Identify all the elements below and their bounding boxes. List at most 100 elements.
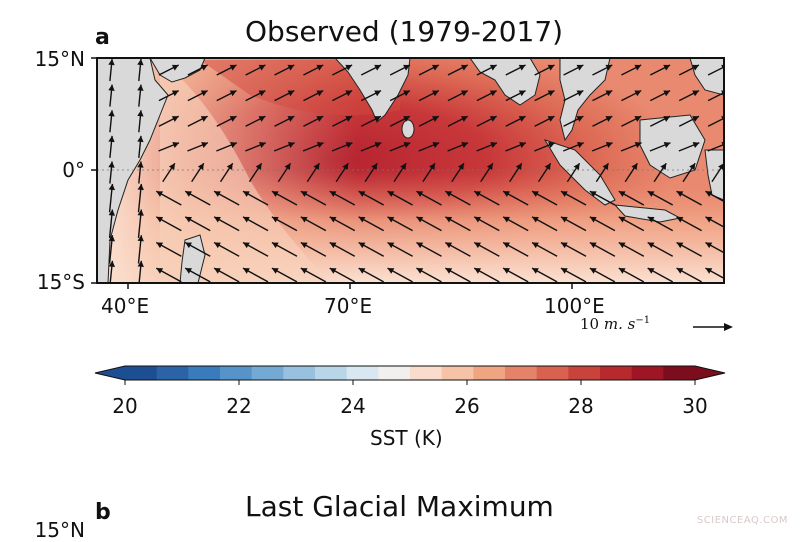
wind-vector-head xyxy=(560,268,568,274)
wind-vector-head xyxy=(503,191,510,197)
wind-vector-head xyxy=(300,216,308,223)
wind-vector-head xyxy=(284,163,291,171)
wind-vector-head xyxy=(374,90,382,97)
wind-vector-head xyxy=(358,268,366,274)
wind-vector-head xyxy=(255,163,262,171)
wind-vector-head xyxy=(573,163,580,171)
wind-vector-head xyxy=(229,90,237,97)
wind-vector-head xyxy=(605,116,613,122)
wind-vector-head xyxy=(342,163,349,171)
wind-vector-head xyxy=(108,110,115,117)
wind-vector-head xyxy=(400,163,407,171)
wind-vector-head xyxy=(618,268,626,274)
wind-vector-head xyxy=(358,216,366,223)
wind-vector-head xyxy=(634,142,642,148)
wind-vector-head xyxy=(519,142,526,148)
wind-vector-head xyxy=(486,163,493,171)
lon-label-100e: 100°E xyxy=(544,294,605,318)
panel-b-letter: b xyxy=(95,500,111,525)
wind-vector-head xyxy=(374,116,382,122)
wind-vector xyxy=(707,143,724,152)
wind-vector-head xyxy=(503,268,510,274)
wind-vector-head xyxy=(560,242,568,249)
wind-vector-head xyxy=(518,64,526,71)
wind-vector-head xyxy=(171,64,179,71)
wind-vector-head xyxy=(474,242,482,249)
wind-vector-head xyxy=(345,142,353,148)
colorbar-segment xyxy=(441,366,474,380)
panel-a-letter: a xyxy=(95,25,110,50)
wind-vector-head xyxy=(214,191,221,197)
wind-vector-head xyxy=(647,242,655,249)
wind-vector-head xyxy=(705,216,713,223)
wind-vector-head xyxy=(287,116,295,122)
wind-vector-head xyxy=(230,142,237,148)
lon-label-40e: 40°E xyxy=(101,294,150,318)
wind-vector-head xyxy=(474,216,482,223)
wind-vector-head xyxy=(137,235,144,242)
wind-vector-head xyxy=(287,64,295,71)
colorbar-tick-30: 30 xyxy=(682,394,708,418)
wind-vector-head xyxy=(300,242,308,249)
wind-vector-head xyxy=(185,216,192,223)
wind-vector-head xyxy=(660,163,667,171)
wind-vector-field xyxy=(108,58,724,283)
colorbar-tick-24: 24 xyxy=(340,394,366,418)
wind-vector-head xyxy=(287,90,295,97)
colorbar-segment xyxy=(505,366,538,380)
wind-vector-head xyxy=(200,90,208,97)
lat-label-15n: 15°N xyxy=(34,47,85,71)
wind-vector-head xyxy=(229,64,237,71)
java-landmass xyxy=(613,204,682,223)
wind-vector-head xyxy=(457,163,464,171)
sst-upwelling-zone xyxy=(160,60,330,283)
wind-vector-head xyxy=(445,242,453,249)
wind-vector-head xyxy=(316,90,324,97)
wind-vector-head xyxy=(137,84,144,91)
wind-vector-head xyxy=(560,216,568,223)
colorbar-segment xyxy=(410,366,443,380)
wind-vector-head xyxy=(416,242,424,249)
wind-vector-head xyxy=(185,268,192,274)
colorbar-label: SST (K) xyxy=(370,426,443,450)
wind-vector-head xyxy=(489,64,497,71)
reference-vector-unit: m. s xyxy=(603,315,636,333)
wind-vector-head xyxy=(242,191,250,197)
wind-vector-head xyxy=(156,191,164,197)
colorbar-tick-28: 28 xyxy=(568,394,594,418)
watermark: SCIENCEAQ.COM xyxy=(696,515,788,526)
wind-vector-head xyxy=(689,163,696,171)
colorbar-segment xyxy=(378,366,411,380)
panel-b-lat-label: 15°N xyxy=(34,518,85,542)
wind-vector-head xyxy=(692,142,700,148)
wind-vector-head xyxy=(576,142,584,148)
colorbar-tick-26: 26 xyxy=(454,394,480,418)
wind-vector-head xyxy=(589,216,597,223)
reference-vector-exponent: −1 xyxy=(635,315,651,326)
wind-vector-head xyxy=(137,183,144,191)
wind-vector-head xyxy=(692,90,699,97)
lon-label-70e: 70°E xyxy=(324,294,373,318)
wind-vector-head xyxy=(429,163,436,171)
wind-vector-head xyxy=(242,268,250,274)
colorbar-segment xyxy=(188,366,221,380)
wind-vector-head xyxy=(108,135,115,143)
wind-vector-head xyxy=(371,163,378,171)
wind-vector-head xyxy=(108,260,116,268)
wind-vector-head xyxy=(432,116,439,122)
wind-vector-head xyxy=(663,64,671,71)
wind-vector-head xyxy=(576,90,584,97)
wind-vector-head xyxy=(108,59,115,66)
wind-vector-head xyxy=(316,116,324,122)
wind-vector-head xyxy=(474,191,482,197)
wind-vector-head xyxy=(532,216,539,223)
wind-vector-head xyxy=(547,90,555,97)
wind-vector-head xyxy=(560,191,568,197)
wind-vector-head xyxy=(137,135,144,143)
wind-vector-head xyxy=(548,142,555,148)
wind-vector-head xyxy=(663,90,671,97)
wind-vector-head xyxy=(647,268,655,274)
wind-vector-head xyxy=(137,59,144,66)
wind-vector-head xyxy=(137,161,144,168)
wind-vector-head xyxy=(316,142,324,148)
